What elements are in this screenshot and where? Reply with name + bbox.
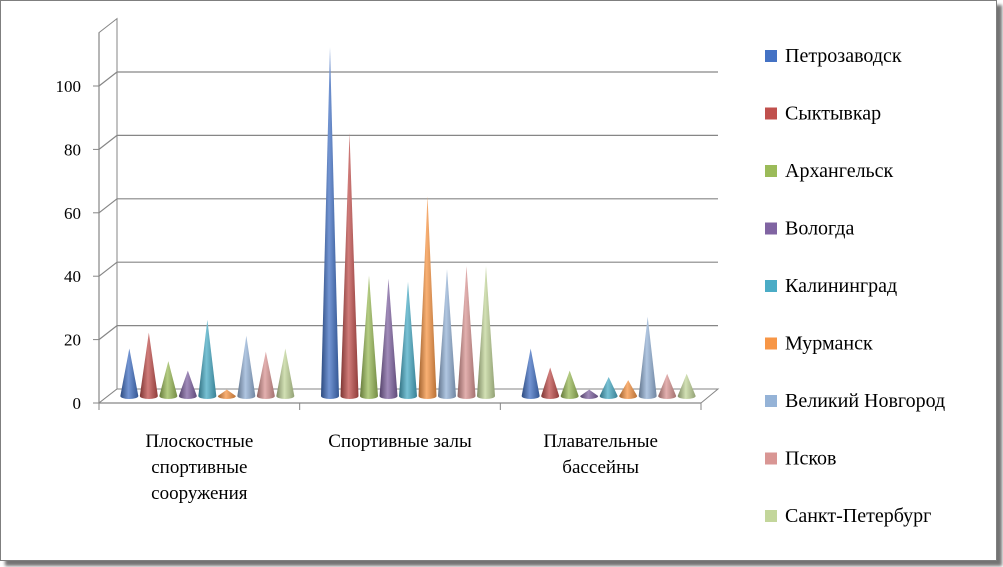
cone-bar [438, 269, 456, 399]
cone-bar [599, 376, 618, 399]
cone-bar [580, 389, 599, 399]
legend-label: Великий Новгород [785, 390, 945, 412]
cone-bar [340, 132, 359, 399]
cone-bar [658, 373, 677, 399]
gridline-side [98, 261, 118, 277]
cone-bar [276, 348, 295, 399]
x-tick-label: Плавательные бассейны [543, 431, 658, 478]
bar-chart: 0 20 40 60 80 100 Плоскостные спортивные сооруж… [56, 17, 945, 527]
gridline-side [98, 134, 118, 150]
legend-swatch [765, 337, 777, 350]
y-tick-label: 60 [64, 204, 81, 223]
cone-bar [418, 196, 437, 399]
cone-bar [457, 266, 476, 399]
y-tick-label: 80 [64, 140, 81, 159]
cone-bar [560, 370, 579, 399]
legend-label: Сыктывкар [785, 103, 881, 125]
x-axis: Плоскостные спортивные сооружения Спортивны… [98, 402, 702, 504]
y-tick-label: 20 [64, 331, 81, 350]
legend-swatch [765, 280, 777, 292]
gridlines [98, 71, 718, 341]
y-tick-label: 100 [56, 77, 82, 96]
cone-bar [677, 373, 696, 399]
y-tick-label: 0 [73, 394, 82, 413]
cone-bar [638, 316, 657, 399]
legend-label: Вологда [785, 218, 854, 240]
legend-label: Калининград [785, 275, 897, 297]
legend-swatch [765, 107, 777, 120]
cone-bar [379, 278, 398, 399]
cone-bar [120, 348, 139, 399]
legend-swatch [765, 165, 777, 177]
legend: Петрозаводск Сыктывкар Архангельск Вологда К… [765, 45, 945, 527]
legend-swatch [765, 510, 777, 522]
y-axis: 0 20 40 60 80 100 [56, 32, 100, 413]
x-tick-label: Плоскостные спортивные сооружения [145, 431, 253, 504]
cone-bar [541, 367, 560, 399]
y-tick-label: 40 [64, 267, 81, 286]
cone-bar [321, 47, 339, 400]
legend-swatch [765, 50, 777, 62]
gridline-side [98, 325, 118, 341]
legend-label: Мурманск [785, 333, 873, 355]
cone-bar [159, 361, 178, 399]
legend-swatch [765, 395, 777, 407]
cone-bar [178, 370, 197, 399]
cones [120, 47, 696, 400]
cone-bar [360, 275, 378, 399]
cone-bar [198, 319, 217, 399]
legend-label: Санкт-Петербург [785, 505, 931, 527]
cone-bar [237, 335, 256, 399]
cone-bar [619, 380, 638, 399]
legend-label: Петрозаводск [785, 45, 902, 67]
cone-bar [139, 332, 158, 399]
x-tick-label: Спортивные залы [328, 431, 472, 452]
cone-bar [477, 266, 495, 399]
legend-swatch [765, 222, 777, 235]
legend-swatch [765, 452, 777, 465]
cone-bar [256, 351, 275, 399]
legend-label: Псков [785, 448, 836, 470]
gridline-side [98, 198, 118, 214]
gridline-side [98, 71, 118, 87]
cone-bar [399, 281, 417, 399]
legend-label: Архангельск [785, 160, 894, 182]
cone-bar [521, 348, 540, 399]
cone-bar [217, 389, 236, 399]
